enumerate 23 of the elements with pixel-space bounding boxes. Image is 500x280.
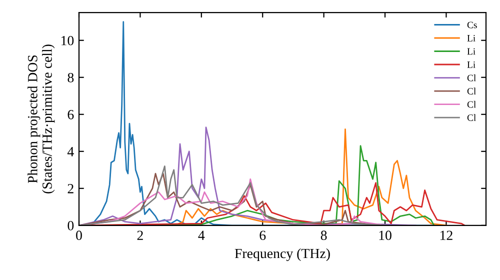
y-axis-title: Phonon projected DOS (States/THz·primitive cell) — [28, 44, 55, 194]
x-tick-label: 12 — [440, 230, 452, 240]
legend-label: Cl — [467, 88, 476, 95]
legend-label: Li — [467, 34, 476, 42]
x-tick-label: 6 — [260, 230, 266, 240]
x-tick-label: 10 — [379, 230, 392, 240]
y-tick-label: 8 — [68, 72, 74, 82]
y-tick-label: 2 — [68, 184, 74, 194]
legend-label: Li — [467, 61, 476, 68]
legend-label: Cl — [467, 74, 476, 82]
legend-label: Cl — [467, 100, 476, 108]
legend-label: Cl — [467, 114, 476, 122]
y-tick-label: 0 — [68, 220, 74, 230]
y-tick-label: 4 — [67, 147, 74, 156]
legend-label: Cs — [467, 22, 477, 28]
x-tick-label: 8 — [320, 230, 327, 240]
x-tick-label: 4 — [198, 230, 205, 240]
legend-label: Li — [467, 48, 476, 55]
y-tick-label: 6 — [68, 110, 74, 120]
x-tick-label: 2 — [137, 230, 143, 240]
y-tick-label: 10 — [61, 36, 74, 46]
x-tick-label: 0 — [76, 230, 82, 240]
x-axis-title: Frequency (THz) — [234, 248, 330, 262]
